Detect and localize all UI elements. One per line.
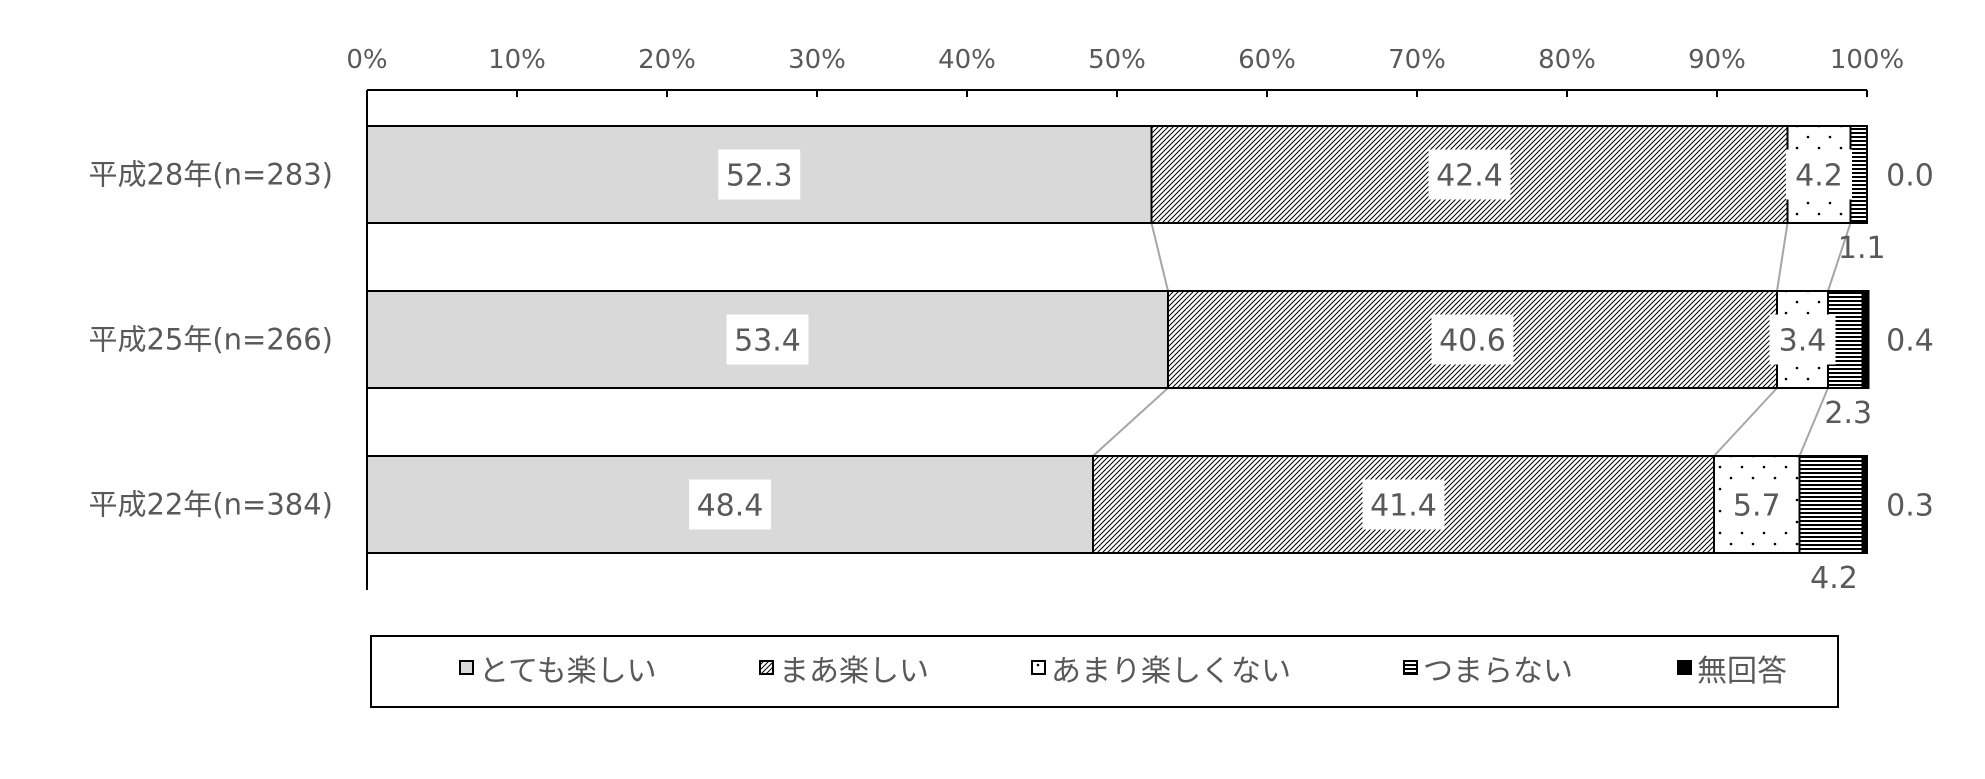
- data-label-bg: [1428, 149, 1511, 200]
- bar-segment: [366, 125, 1153, 224]
- data-label-mukaitou: 0.4: [1886, 324, 1934, 359]
- legend-swatch: [759, 660, 774, 675]
- data-label-bg: [1723, 479, 1790, 530]
- x-tick-label: 10%: [488, 45, 546, 75]
- data-label-bg: [726, 314, 809, 365]
- x-tick-label: 30%: [788, 45, 846, 75]
- legend-label: あまり楽しくない: [1051, 654, 1291, 689]
- data-label-mukaitou: 0.3: [1886, 489, 1934, 524]
- bar-segment: [1798, 455, 1864, 554]
- x-tick-label: 40%: [938, 45, 996, 75]
- series-connector-line: [1798, 387, 1829, 457]
- data-label-bg: [1786, 149, 1852, 200]
- connector-lines: [1092, 222, 1852, 457]
- data-label: 4.2: [1795, 159, 1843, 194]
- data-label-bg: [1362, 479, 1445, 530]
- legend-label: 無回答: [1697, 654, 1787, 689]
- series-connector-line: [1150, 222, 1169, 292]
- bar-segment: [1861, 290, 1870, 389]
- legend-label: つまらない: [1423, 654, 1573, 689]
- x-axis: 0% 10% 20% 30% 40% 50% 60% 70% 80% 90% 100%: [346, 45, 1904, 590]
- bar-segment: [1849, 125, 1868, 224]
- data-label-tsumaranai: 2.3: [1824, 396, 1872, 431]
- x-tick-label: 70%: [1388, 45, 1446, 75]
- legend: とても楽しい まあ楽しい あまり楽しくない つまらない 無回答: [370, 635, 1839, 708]
- x-tick-label: 100%: [1830, 45, 1904, 75]
- data-label: 42.4: [1436, 159, 1503, 194]
- legend-swatch: [1677, 660, 1692, 675]
- legend-label: まあ楽しい: [779, 654, 929, 689]
- data-label: 41.4: [1370, 489, 1437, 524]
- x-tick-label: 0%: [346, 45, 387, 75]
- bar-segments: [366, 125, 1870, 554]
- series-connector-line: [1713, 387, 1778, 457]
- data-label: 48.4: [697, 489, 764, 524]
- series-connector-line: [1827, 222, 1852, 292]
- bar-segment: [1861, 455, 1868, 554]
- data-label-mukaitou: 0.0: [1886, 159, 1934, 194]
- data-label-bg: [1769, 314, 1836, 365]
- x-tick-label: 60%: [1238, 45, 1296, 75]
- data-label-bg: [1431, 314, 1514, 365]
- legend-label: とても楽しい: [479, 654, 657, 689]
- category-label: 平成22年(n=384): [88, 488, 333, 522]
- x-tick-label: 80%: [1538, 45, 1596, 75]
- legend-box: [370, 635, 1839, 708]
- data-label-bg: [689, 479, 771, 530]
- category-label: 平成28年(n=283): [88, 158, 333, 192]
- data-label: 53.4: [734, 324, 801, 359]
- series-connector-line: [1776, 222, 1789, 292]
- data-label: 3.4: [1779, 324, 1827, 359]
- x-tick-label: 50%: [1088, 45, 1146, 75]
- category-label: 平成25年(n=266): [88, 323, 333, 357]
- data-label-tsumaranai: 1.1: [1838, 231, 1886, 266]
- legend-swatch: [1031, 660, 1046, 675]
- x-tick-label: 20%: [638, 45, 696, 75]
- x-tick-label: 90%: [1688, 45, 1746, 75]
- data-label-tsumaranai: 4.2: [1810, 561, 1858, 596]
- data-label: 5.7: [1733, 489, 1781, 524]
- data-label-bg: [718, 149, 801, 200]
- data-labels: 52.3 42.4 4.2 0.0 53.4 40.6 3.4 0.4 48.4 41.4 5.7 0…: [689, 149, 1934, 596]
- legend-swatch: [459, 660, 474, 675]
- legend-swatch: [1403, 660, 1418, 675]
- series-connector-line: [1092, 387, 1169, 457]
- data-label: 52.3: [726, 159, 793, 194]
- data-label: 40.6: [1439, 324, 1506, 359]
- category-labels: 平成28年(n=283) 平成25年(n=266) 平成22年(n=384): [88, 158, 333, 522]
